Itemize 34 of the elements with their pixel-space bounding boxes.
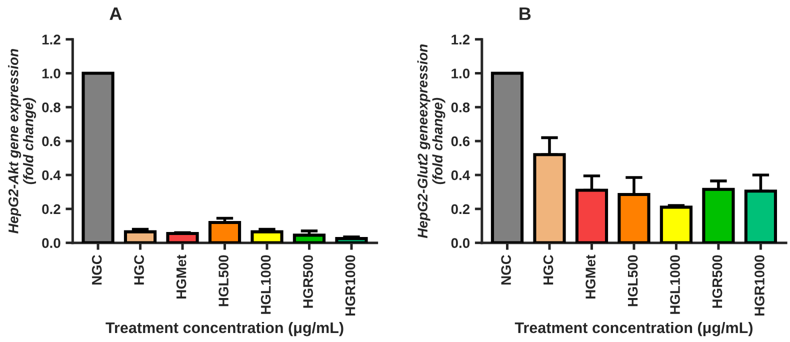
x-tick-label: HGR1000 xyxy=(345,255,356,316)
y-axis-title: HepG2-Akt gene expression (fold change) xyxy=(8,49,36,234)
x-tick-label: HGC xyxy=(134,255,144,285)
y-tick-label: 0.2 xyxy=(451,204,470,214)
y-tick-label: 0.8 xyxy=(451,102,470,112)
chart-title: A xyxy=(110,7,122,20)
x-tick-label: HGR500 xyxy=(303,255,313,308)
y-tick-label: 0.6 xyxy=(451,136,470,146)
x-tick-label: HGR1000 xyxy=(754,255,764,316)
x-axis-title: Treatment concentration (μg/mL) xyxy=(514,322,752,336)
y-tick-label: 0.4 xyxy=(42,170,61,180)
x-tick-label: HGMet xyxy=(586,254,596,298)
x-tick-label: HGR500 xyxy=(712,255,722,308)
x-tick-label: HGC xyxy=(543,255,554,285)
chart-title: B xyxy=(520,7,531,20)
x-tick-label: NGC xyxy=(501,255,511,285)
y-axis-title: HepG2-Glut2 geneexpression (fold change) xyxy=(417,44,446,238)
y-tick-label: 0.0 xyxy=(451,238,470,248)
x-tick-label: HGL1000 xyxy=(260,255,271,314)
y-tick-label: 1.2 xyxy=(452,34,470,44)
y-tick-label: 0.0 xyxy=(42,238,60,248)
x-tick-label: HGL1000 xyxy=(670,255,680,314)
y-tick-label: 1.2 xyxy=(42,34,60,44)
x-tick-label: HGL500 xyxy=(628,255,638,306)
y-tick-label: 0.4 xyxy=(451,170,470,180)
y-tick-label: 0.8 xyxy=(42,102,60,112)
x-tick-label: HGL500 xyxy=(218,255,228,306)
x-tick-label: HGMet xyxy=(176,254,186,298)
y-tick-label: 1.0 xyxy=(452,68,470,78)
y-tick-label: 0.6 xyxy=(42,136,60,146)
x-axis-title: Treatment concentration (μg/mL) xyxy=(106,322,344,336)
y-tick-label: 1.0 xyxy=(42,68,60,78)
y-tick-label: 0.2 xyxy=(42,204,60,214)
x-tick-label: NGC xyxy=(92,255,102,285)
